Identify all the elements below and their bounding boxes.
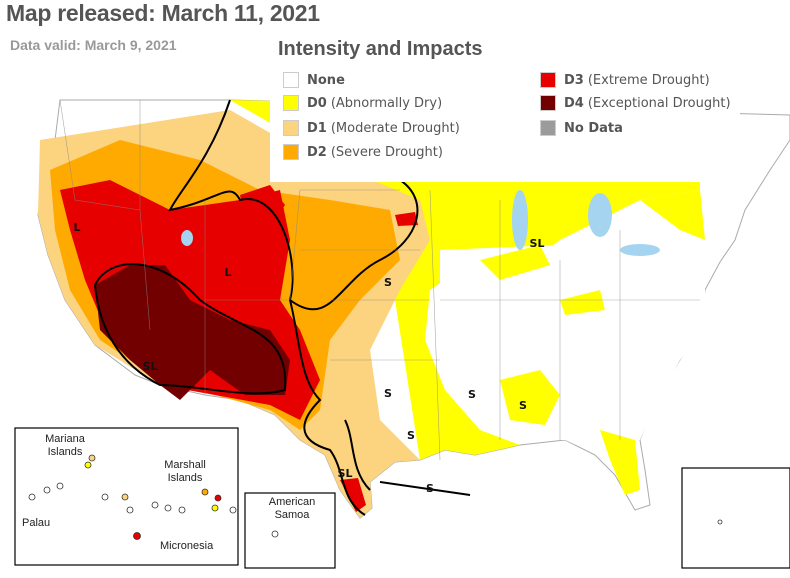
impact-label: S [468,388,476,401]
legend-code: D0 [307,95,327,111]
legend-code: D4 [564,95,584,111]
legend-swatch [283,120,299,136]
legend-code: D2 [307,144,327,160]
impact-label: L [73,221,80,234]
inset-label: Mariana Islands [45,433,85,458]
legend-item: D1 (Moderate Drought) [283,120,460,136]
impact-label: S [426,482,434,495]
legend-title: Intensity and Impacts [278,38,483,60]
insets [14,427,790,569]
legend-item: No Data [540,120,627,136]
lakes [181,190,660,256]
impact-boundaries [93,99,471,516]
legend-swatch [540,72,556,88]
legend-label: (Abnormally Dry) [330,95,443,111]
inset-label: Marshall Islands [164,459,206,484]
legend-label: (Extreme Drought) [587,72,710,88]
legend-swatch [283,144,299,160]
inset-label: Micronesia [160,540,214,552]
state-borders [59,99,700,461]
legend-code: D3 [564,72,584,88]
legend-label: (Moderate Drought) [330,120,460,136]
d0-area [480,190,705,495]
impact-label: SL [530,237,545,250]
legend-swatch [283,95,299,111]
legend-label: (Severe Drought) [330,144,443,160]
inset-label: American Samoa [268,496,316,521]
subtitle: Data valid: March 9, 2021 [10,37,177,53]
legend-item: None [283,72,349,88]
legend-item: D0 (Abnormally Dry) [283,95,442,111]
legend-swatch [283,72,299,88]
legend-swatch [540,95,556,111]
impact-label: S [519,399,527,412]
impact-label: SL [143,360,158,373]
island-dots [28,454,723,540]
legend-swatch [540,120,556,136]
legend-item: D3 (Extreme Drought) [540,72,710,88]
title: Map released: March 11, 2021 [6,0,320,26]
impact-label: S [384,276,392,289]
legend-code: D1 [307,120,327,136]
legend-item: D4 (Exceptional Drought) [540,95,731,111]
impact-label: SL [338,467,353,480]
impact-label: S [407,429,415,442]
legend-label: (Exceptional Drought) [587,95,731,111]
impact-label: L [224,266,231,279]
legend-code: None [307,72,345,88]
impact-label: S [384,387,392,400]
legend: Intensity and Impacts None D0 (Abnormally … [270,36,740,182]
legend-code: No Data [564,120,623,136]
inset-label: Palau [22,517,51,529]
d4-area [95,265,290,400]
legend-item: D2 (Severe Drought) [283,144,443,160]
